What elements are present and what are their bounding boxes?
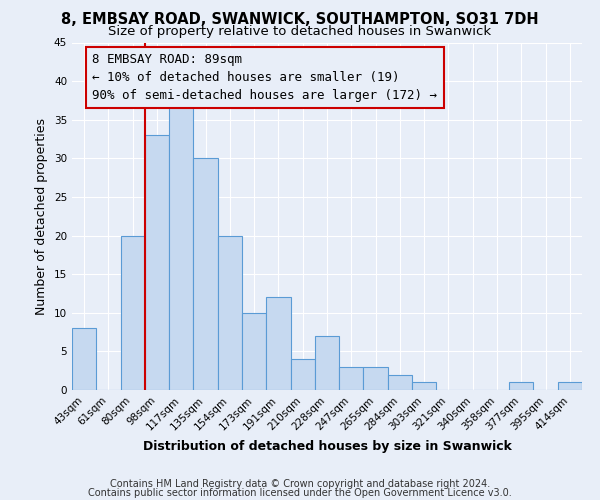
Bar [72,328,96,390]
Bar [412,382,436,390]
Text: 8 EMBSAY ROAD: 89sqm
← 10% of detached houses are smaller (19)
90% of semi-detac: 8 EMBSAY ROAD: 89sqm ← 10% of detached h… [92,53,437,102]
Bar [218,236,242,390]
Bar [388,374,412,390]
Bar [509,382,533,390]
Bar [145,135,169,390]
Bar [169,104,193,390]
Bar [266,298,290,390]
Bar [193,158,218,390]
Bar [242,313,266,390]
Bar [121,236,145,390]
Text: Contains public sector information licensed under the Open Government Licence v3: Contains public sector information licen… [88,488,512,498]
Bar [558,382,582,390]
Bar [364,367,388,390]
Text: Contains HM Land Registry data © Crown copyright and database right 2024.: Contains HM Land Registry data © Crown c… [110,479,490,489]
X-axis label: Distribution of detached houses by size in Swanwick: Distribution of detached houses by size … [143,440,511,453]
Bar [290,359,315,390]
Text: 8, EMBSAY ROAD, SWANWICK, SOUTHAMPTON, SO31 7DH: 8, EMBSAY ROAD, SWANWICK, SOUTHAMPTON, S… [61,12,539,28]
Y-axis label: Number of detached properties: Number of detached properties [35,118,49,315]
Bar [339,367,364,390]
Bar [315,336,339,390]
Text: Size of property relative to detached houses in Swanwick: Size of property relative to detached ho… [109,25,491,38]
